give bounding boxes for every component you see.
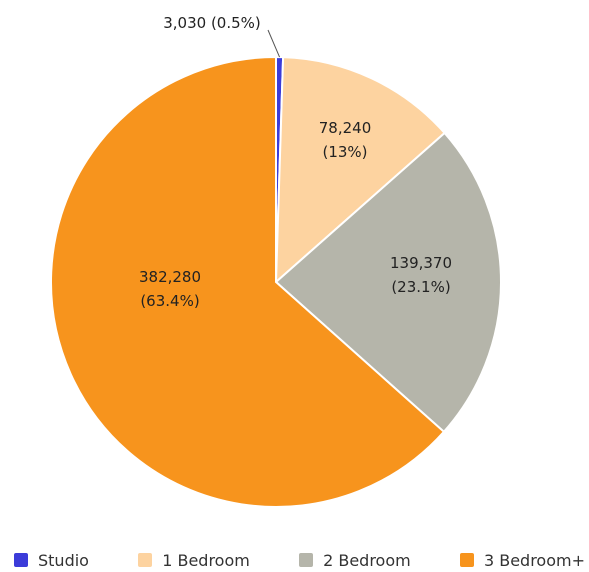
- legend-item-1-bedroom[interactable]: 1 Bedroom: [138, 551, 250, 570]
- legend-item-3-bedroom-plus[interactable]: 3 Bedroom+: [459, 550, 585, 570]
- legend-label-2-bedroom: 2 Bedroom: [323, 550, 411, 570]
- legend-swatch-1-bedroom: [138, 553, 153, 567]
- data-label-3-bedroom-plus: 382,280 (63.4%): [139, 268, 201, 310]
- pie-slice-3-bedroom-plus[interactable]: [50, 55, 446, 508]
- legend-label-3-bedroom-plus: 3 Bedroom+: [483, 550, 585, 570]
- pie-plot-area: 3,030 (0.5%) 78,240 (13%) 139,370 (23.1%) 382…: [50, 14, 502, 508]
- legend-label-1-bedroom: 1 Bedroom: [162, 550, 250, 570]
- legend-swatch-studio: [14, 553, 28, 567]
- pie-slice-2-bedroom[interactable]: [274, 131, 502, 434]
- legend: Studio 1 Bedroom 2 Bedroom 3 Bedroom+: [0, 548, 589, 572]
- legend-item-studio[interactable]: Studio: [14, 551, 89, 570]
- data-label-2-bedroom: 139,370 (23.1%): [390, 254, 452, 296]
- data-label-1-bedroom: 78,240 (13%): [319, 119, 372, 161]
- pie-slice-1-bedroom[interactable]: [274, 56, 446, 285]
- legend-item-2-bedroom[interactable]: 2 Bedroom: [299, 551, 411, 570]
- pie-labels: 3,030 (0.5%) 78,240 (13%) 139,370 (23.1%) 382…: [139, 14, 452, 310]
- legend-label-studio: Studio: [38, 550, 89, 570]
- legend-swatch-3-bedroom-plus: [459, 553, 474, 567]
- data-label-studio: 3,030 (0.5%): [163, 14, 261, 32]
- legend-swatch-2-bedroom: [299, 553, 314, 567]
- pie-slices: [50, 55, 502, 508]
- leader-line-studio: [267, 29, 281, 58]
